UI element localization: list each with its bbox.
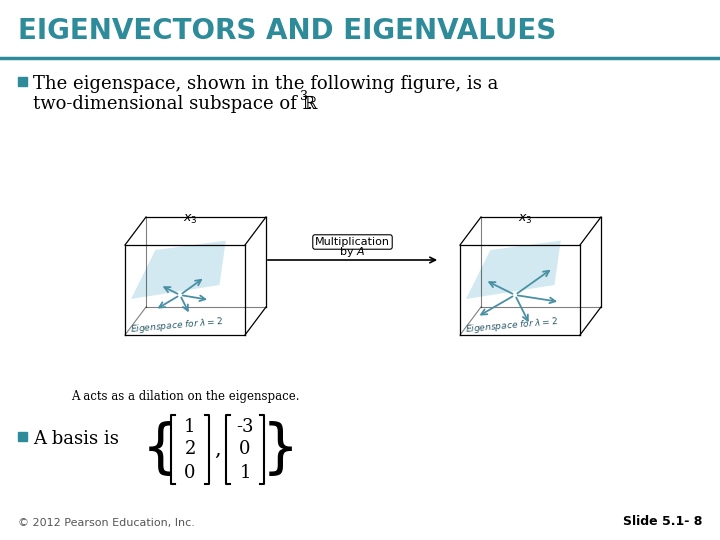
Text: 1: 1 [184, 417, 196, 435]
Text: Eigenspace for $\lambda = 2$: Eigenspace for $\lambda = 2$ [130, 315, 223, 336]
Text: $x_3$: $x_3$ [518, 213, 533, 226]
Text: two-dimensional subspace of ℝ: two-dimensional subspace of ℝ [33, 95, 318, 113]
Polygon shape [131, 241, 226, 299]
Text: }: } [261, 421, 299, 478]
Text: 2: 2 [184, 441, 196, 458]
Text: A acts as a dilation on the eigenspace.: A acts as a dilation on the eigenspace. [71, 390, 300, 403]
Text: 0: 0 [184, 463, 196, 482]
Text: $x_3$: $x_3$ [183, 213, 198, 226]
Text: A basis is: A basis is [33, 430, 119, 448]
Bar [18, 77, 27, 86]
Text: © 2012 Pearson Education, Inc.: © 2012 Pearson Education, Inc. [18, 518, 195, 528]
Text: {: { [141, 421, 179, 478]
Text: The eigenspace, shown in the following figure, is a: The eigenspace, shown in the following f… [33, 75, 498, 93]
Text: Slide 5.1- 8: Slide 5.1- 8 [623, 515, 702, 528]
Text: Multiplication: Multiplication [315, 237, 390, 247]
Text: EIGENVECTORS AND EIGENVALUES: EIGENVECTORS AND EIGENVALUES [18, 17, 557, 45]
Text: .: . [306, 95, 312, 113]
Text: -3: -3 [236, 417, 253, 435]
Polygon shape [466, 241, 561, 299]
Bar [18, 432, 27, 441]
Text: ,: , [215, 440, 221, 459]
Text: by $A$: by $A$ [340, 245, 366, 259]
Text: Eigenspace for $\lambda = 2$: Eigenspace for $\lambda = 2$ [465, 315, 559, 336]
Text: 3: 3 [300, 90, 308, 103]
Text: 0: 0 [239, 441, 251, 458]
Text: 1: 1 [239, 463, 251, 482]
